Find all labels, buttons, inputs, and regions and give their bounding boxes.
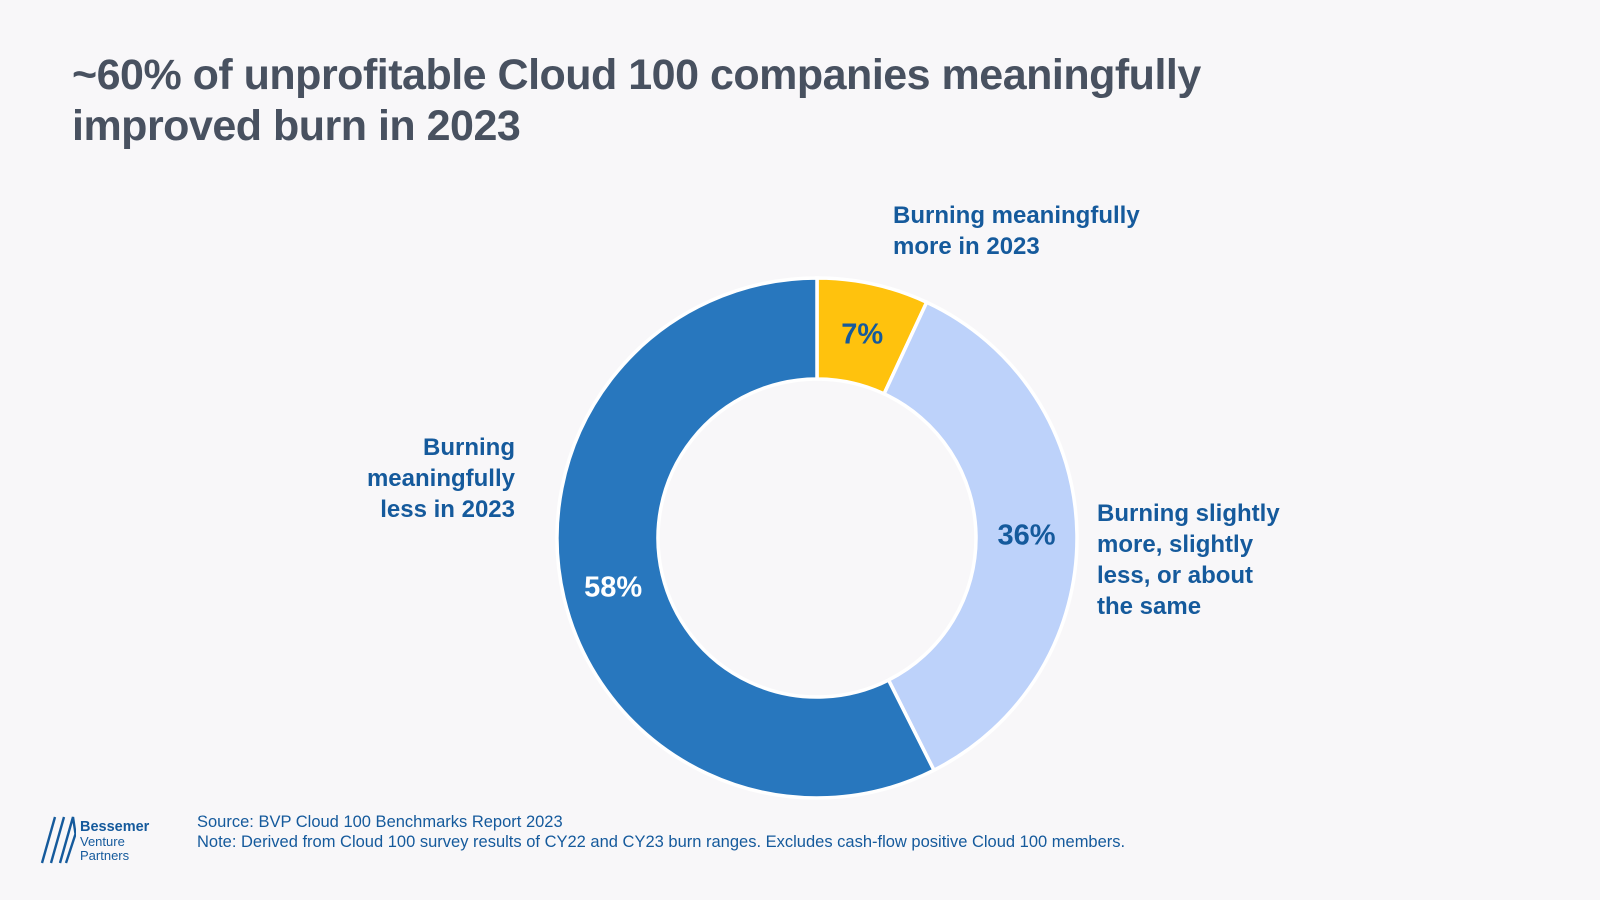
source-text: Source: BVP Cloud 100 Benchmarks Report … bbox=[197, 813, 563, 831]
bessemer-logo-text: Bessemer Venture Partners bbox=[80, 820, 149, 862]
label-burning-less: Burning meaningfully less in 2023 bbox=[366, 434, 515, 523]
donut-value-label-0: 7% bbox=[841, 318, 883, 350]
label-burning-more: Burning meaningfully more in 2023 bbox=[893, 202, 1140, 260]
donut-value-label-2: 58% bbox=[584, 571, 642, 603]
page-title: ~60% of unprofitable Cloud 100 companies… bbox=[72, 51, 1201, 150]
donut-segment-1 bbox=[881, 299, 1079, 773]
note-text: Note: Derived from Cloud 100 survey resu… bbox=[197, 832, 1126, 851]
bessemer-logo-icon bbox=[40, 816, 76, 864]
donut-segment-2 bbox=[555, 276, 937, 800]
logo-line-venture: Venture bbox=[80, 834, 125, 849]
label-burning-same: Burning slightly more, slightly less, or… bbox=[1097, 500, 1280, 620]
logo-line-partners: Partners bbox=[80, 847, 130, 863]
donut-value-label-1: 36% bbox=[997, 520, 1055, 552]
source-note-block: Source: BVP Cloud 100 Benchmarks Report … bbox=[197, 813, 1125, 852]
donut-chart: 7% 36% 58% bbox=[555, 276, 1079, 800]
logo-line-bessemer: Bessemer bbox=[80, 819, 150, 835]
